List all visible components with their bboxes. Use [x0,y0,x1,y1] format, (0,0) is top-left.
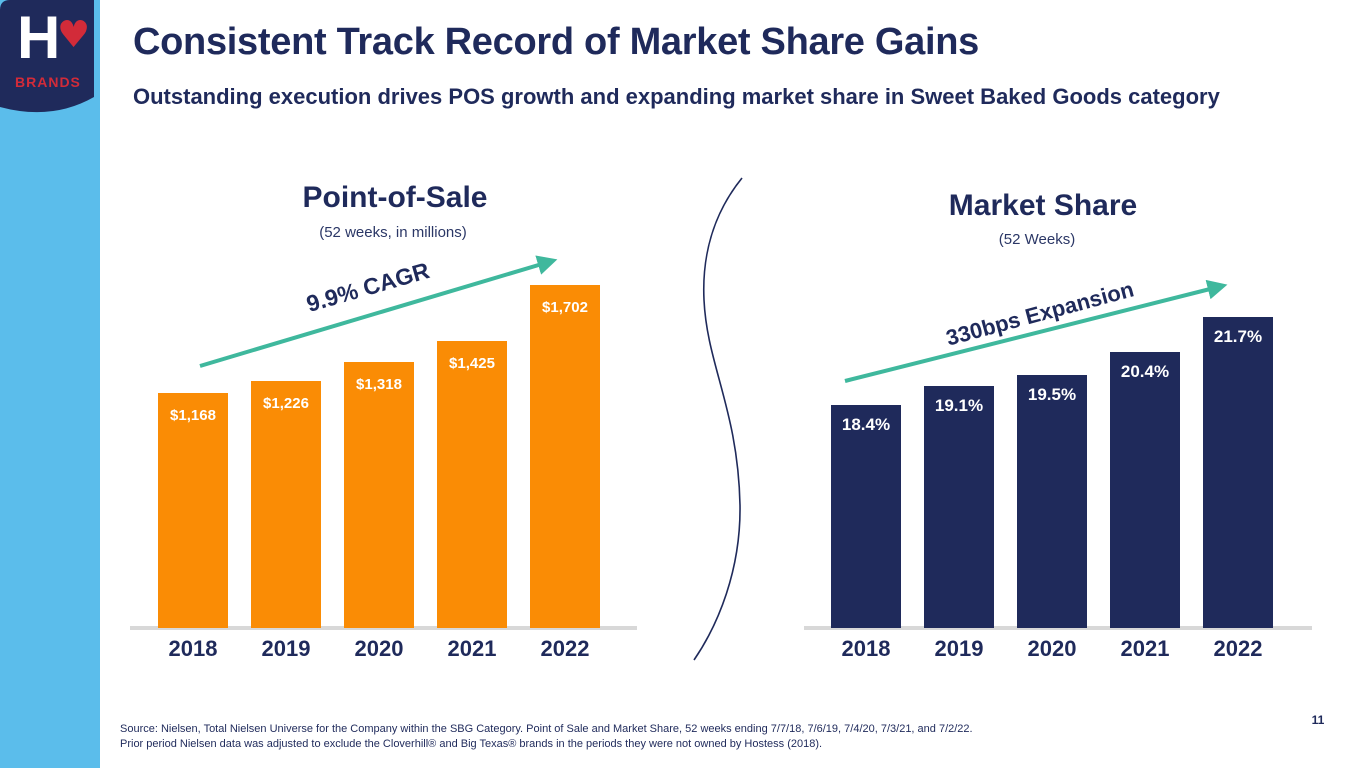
x-axis-label-2022: 2022 [1213,636,1263,661]
cagr-trend-arrow [199,255,558,368]
pos-x-axis-line [130,626,637,630]
source-line-2: Prior period Nielsen data was adjusted t… [120,738,823,750]
bar-value-label: $1,226 [263,395,309,412]
left-accent-bar [0,0,100,768]
logo-letter: H [17,4,61,71]
source-footnote: Source: Nielsen, Total Nielsen Universe … [120,722,1080,752]
page-number: 11 [1311,713,1325,727]
section-divider-curve [693,177,743,661]
x-axis-label-2020: 2020 [1027,636,1077,661]
pos-chart-subtitle: (52 weeks, in millions) [319,224,467,241]
bar-value-label: 19.1% [934,396,984,415]
share-chart-title: Market Share [948,189,1138,222]
pos-chart-title: Point-of-Sale [302,181,488,214]
x-axis-label-2019: 2019 [261,636,311,661]
x-axis-label-2018: 2018 [841,636,891,661]
bar-value-label: $1,168 [170,407,216,424]
heart-icon: ♥ [57,13,91,56]
x-axis-label-2021: 2021 [447,636,497,661]
x-axis-label-2019: 2019 [934,636,984,661]
x-axis-label-2022: 2022 [540,636,590,661]
expansion-trend-arrow [844,279,1228,383]
page-title: Consistent Track Record of Market Share … [133,21,979,63]
bar-2019: $1,226 [251,381,321,628]
share-chart-subtitle: (52 Weeks) [998,231,1076,248]
bar-value-label: 18.4% [841,415,891,434]
share-x-axis-line [804,626,1312,630]
bar-2018: 18.4% [831,405,901,628]
bar-2018: $1,168 [158,393,228,628]
page-subtitle: Outstanding execution drives POS growth … [133,84,1220,109]
source-line-1: Source: Nielsen, Total Nielsen Universe … [120,723,973,735]
logo-brands-text: BRANDS [15,74,81,90]
bar-2021: $1,425 [437,341,507,628]
x-axis-label-2018: 2018 [168,636,218,661]
bar-2020: $1,318 [344,362,414,628]
x-axis-label-2020: 2020 [354,636,404,661]
bar-2019: 19.1% [924,386,994,628]
x-axis-label-2021: 2021 [1120,636,1170,661]
bar-2020: 19.5% [1017,375,1087,628]
logo-background-shape [0,0,94,113]
hostess-brands-logo: H ♥ BRANDS [0,0,100,130]
